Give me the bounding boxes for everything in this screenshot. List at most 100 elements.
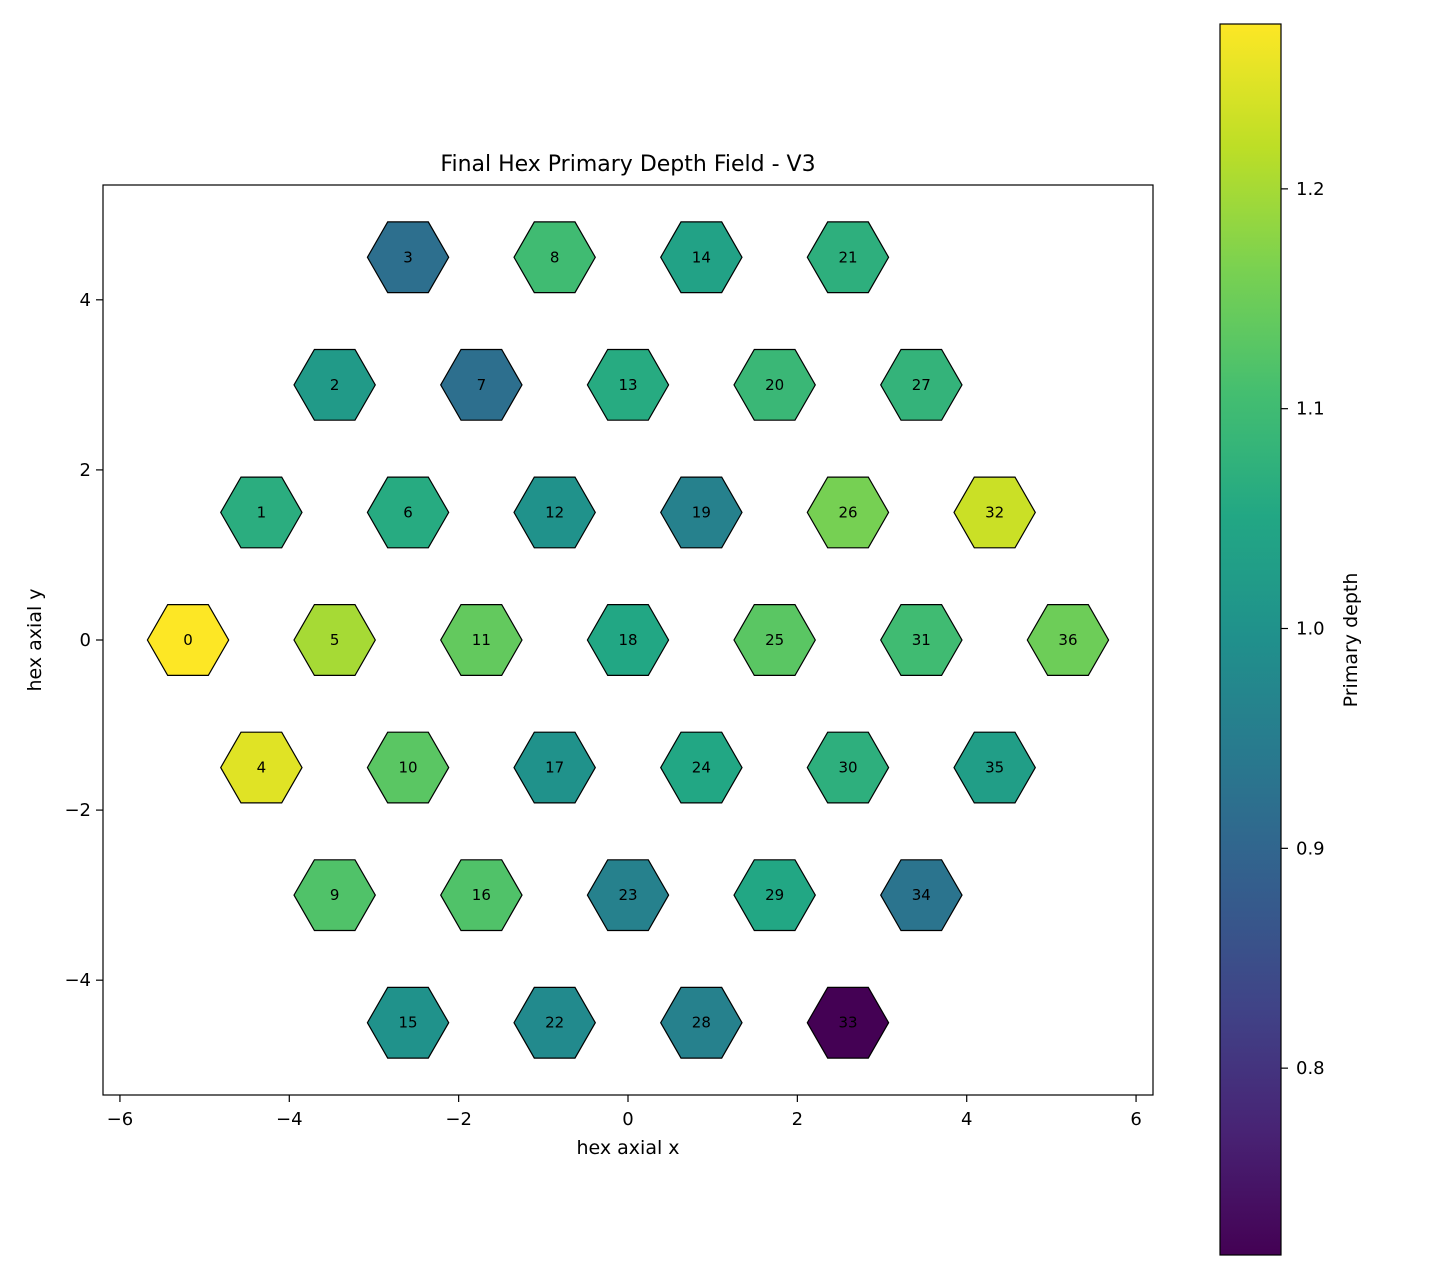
- hex-cell: [366, 986, 450, 1059]
- hex-cell-label: 6: [403, 503, 413, 521]
- hex-cell-label: 22: [545, 1014, 564, 1032]
- hex-cell-label: 36: [1058, 631, 1077, 649]
- hex-cell-label: 30: [838, 759, 857, 777]
- hex-cell-label: 23: [618, 886, 637, 904]
- hex-cell: [220, 731, 303, 804]
- hex-cell-label: 8: [550, 248, 560, 266]
- x-tick-label: 4: [961, 1109, 972, 1130]
- hex-cell-label: 32: [985, 503, 1004, 521]
- colorbar-tick-label: 1.1: [1296, 399, 1325, 420]
- colorbar-tick-label: 1.2: [1296, 179, 1325, 200]
- hex-cell-label: 3: [403, 248, 413, 266]
- hex-cell-label: 2: [330, 376, 340, 394]
- hex-cell: [440, 348, 523, 421]
- hex-cell: [733, 859, 816, 932]
- y-axis-label: hex axial y: [24, 588, 46, 691]
- x-tick-label: −4: [276, 1109, 303, 1130]
- hex-cell: [513, 221, 596, 294]
- hex-cell-label: 17: [545, 759, 564, 777]
- y-tick-label: −2: [64, 800, 91, 821]
- hex-cell: [953, 476, 1036, 549]
- hex-cells: 0123456789101112131415161718192021222324…: [146, 221, 1110, 1059]
- hex-cell-label: 26: [838, 503, 857, 521]
- chart-title: Final Hex Primary Depth Field - V3: [440, 152, 815, 177]
- hex-cell-label: 14: [692, 248, 711, 266]
- hex-cell: [440, 603, 523, 677]
- hex-cell-label: 34: [912, 886, 931, 904]
- hex-cell-label: 29: [765, 886, 784, 904]
- hex-cell: [733, 603, 816, 677]
- colorbar-tick-label: 0.8: [1296, 1058, 1325, 1079]
- hex-cell-label: 15: [398, 1014, 417, 1032]
- hex-cell-label: 16: [472, 886, 491, 904]
- hex-cell-label: 12: [545, 503, 564, 521]
- x-tick-label: −6: [107, 1109, 134, 1130]
- x-tick-label: −2: [445, 1109, 472, 1130]
- y-axis-ticks: −4 −2 0 2 4: [64, 290, 103, 991]
- hex-cell: [660, 986, 743, 1059]
- hex-cell-label: 25: [765, 631, 784, 649]
- y-tick-label: −4: [64, 970, 91, 991]
- y-tick-label: 4: [80, 290, 91, 311]
- hex-cell: [293, 348, 376, 421]
- hex-cell: [660, 476, 743, 549]
- hex-cell-label: 19: [692, 503, 711, 521]
- hex-cell: [586, 603, 670, 677]
- hex-cell: [146, 603, 230, 677]
- hex-cell-label: 7: [477, 376, 487, 394]
- hex-cell-label: 27: [912, 376, 931, 394]
- colorbar-label: Primary depth: [1340, 573, 1362, 708]
- hex-cell-label: 11: [472, 631, 491, 649]
- colorbar: [1219, 23, 1282, 1256]
- hex-cell-label: 31: [912, 631, 931, 649]
- hex-cell-label: 35: [985, 759, 1004, 777]
- hex-cell-label: 10: [398, 759, 417, 777]
- x-axis-ticks: −6 −4 −2 0 2 4 6: [107, 1095, 1142, 1130]
- hex-cell: [293, 603, 376, 677]
- hex-cell: [733, 348, 816, 421]
- hex-cell: [880, 859, 963, 932]
- hex-cell: [366, 476, 450, 549]
- hex-cell-label: 0: [183, 631, 193, 649]
- hex-cell: [366, 221, 450, 294]
- colorbar-tick-label: 1.0: [1296, 619, 1325, 640]
- hex-cell: [366, 731, 450, 804]
- hex-cell-label: 9: [330, 886, 340, 904]
- hex-cell-label: 18: [618, 631, 637, 649]
- hex-cell: [513, 986, 596, 1059]
- hex-cell: [660, 221, 743, 294]
- hex-cell: [293, 859, 376, 932]
- hex-cell: [220, 476, 303, 549]
- hex-cell: [806, 731, 890, 804]
- hex-cell: [806, 986, 890, 1059]
- hex-cell-label: 4: [257, 759, 267, 777]
- hex-cell-label: 20: [765, 376, 784, 394]
- hex-cell-label: 1: [257, 503, 267, 521]
- hex-cell-label: 21: [838, 248, 857, 266]
- y-tick-label: 2: [80, 460, 91, 481]
- hex-cell-label: 5: [330, 631, 340, 649]
- hex-cell: [806, 476, 890, 549]
- hex-cell: [1026, 603, 1110, 677]
- colorbar-tick-label: 0.9: [1296, 838, 1325, 859]
- hex-cell: [513, 476, 596, 549]
- x-axis-label: hex axial x: [576, 1137, 679, 1159]
- x-tick-label: 6: [1130, 1109, 1141, 1130]
- hex-cell: [880, 348, 963, 421]
- hex-cell-label: 13: [618, 376, 637, 394]
- hex-cell: [586, 348, 670, 421]
- hex-cell-label: 33: [838, 1014, 857, 1032]
- hex-cell: [440, 859, 523, 932]
- colorbar-ticks: 0.8 0.9 1.0 1.1 1.2: [1281, 179, 1325, 1079]
- hex-cell-label: 28: [692, 1014, 711, 1032]
- hex-cell: [513, 731, 596, 804]
- hex-cell: [880, 603, 963, 677]
- x-tick-label: 2: [792, 1109, 803, 1130]
- hex-cell: [586, 859, 670, 932]
- x-tick-label: 0: [622, 1109, 633, 1130]
- y-tick-label: 0: [80, 630, 91, 651]
- hex-cell: [953, 731, 1036, 804]
- hex-cell-label: 24: [692, 759, 711, 777]
- hex-cell: [806, 221, 890, 294]
